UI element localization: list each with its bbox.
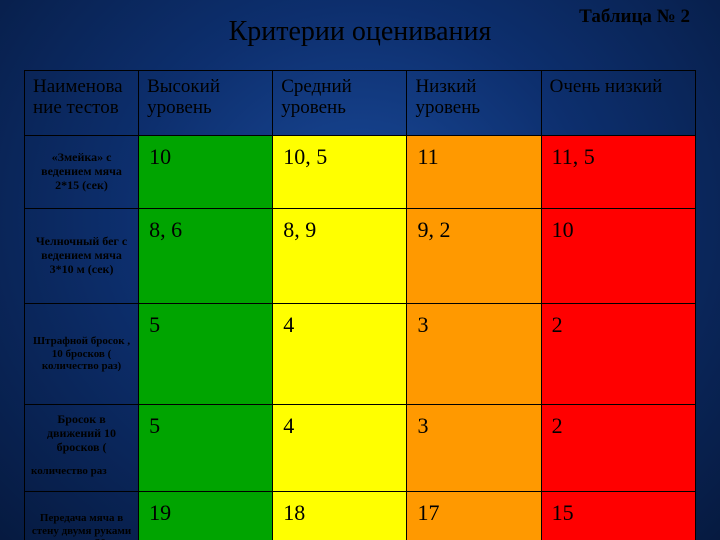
row-sublabel: количество раз	[25, 463, 139, 492]
cell-value: 4	[273, 304, 407, 405]
col-header-low: Низкий уровень	[407, 71, 541, 136]
cell-value: 11, 5	[541, 136, 695, 209]
cell-value: 4	[273, 405, 407, 492]
table-row: «Змейка» с ведением мяча 2*15 (сек) 10 1…	[25, 136, 696, 209]
cell-value: 2	[541, 304, 695, 405]
cell-value: 8, 9	[273, 209, 407, 304]
criteria-table: Наименова ние тестов Высокий уровень Сре…	[24, 70, 696, 540]
cell-value: 15	[541, 492, 695, 540]
criteria-table-wrap: Наименова ние тестов Высокий уровень Сре…	[24, 70, 696, 520]
cell-value: 9, 2	[407, 209, 541, 304]
col-header-tests: Наименова ние тестов	[25, 71, 139, 136]
row-name: Челночный бег с ведением мяча 3*10 м (се…	[25, 209, 139, 304]
cell-value: 3	[407, 405, 541, 492]
cell-value: 8, 6	[139, 209, 273, 304]
row-name: «Змейка» с ведением мяча 2*15 (сек)	[25, 136, 139, 209]
row-name: Штрафной бросок , 10 бросков ( количеств…	[25, 304, 139, 405]
table-row: Бросок в движений 10 бросков ( 5 4 3 2	[25, 405, 696, 464]
col-header-mid: Средний уровень	[273, 71, 407, 136]
row-name: Передача мяча в стену двумя руками от гр…	[25, 492, 139, 540]
cell-value: 11	[407, 136, 541, 209]
cell-value: 19	[139, 492, 273, 540]
cell-value: 17	[407, 492, 541, 540]
table-header-row: Наименова ние тестов Высокий уровень Сре…	[25, 71, 696, 136]
cell-value: 5	[139, 405, 273, 492]
table-row: Челночный бег с ведением мяча 3*10 м (се…	[25, 209, 696, 304]
cell-value: 10, 5	[273, 136, 407, 209]
col-header-vlow: Очень низкий	[541, 71, 695, 136]
cell-value: 10	[139, 136, 273, 209]
col-header-high: Высокий уровень	[139, 71, 273, 136]
cell-value: 3	[407, 304, 541, 405]
table-row: Передача мяча в стену двумя руками от гр…	[25, 492, 696, 540]
cell-value: 10	[541, 209, 695, 304]
cell-value: 18	[273, 492, 407, 540]
cell-value: 5	[139, 304, 273, 405]
slide-title: Критерии оценивания	[0, 16, 720, 48]
slide: Таблица № 2 Критерии оценивания Наименов…	[0, 0, 720, 540]
table-row: Штрафной бросок , 10 бросков ( количеств…	[25, 304, 696, 405]
cell-value: 2	[541, 405, 695, 492]
row-name: Бросок в движений 10 бросков (	[25, 405, 139, 464]
